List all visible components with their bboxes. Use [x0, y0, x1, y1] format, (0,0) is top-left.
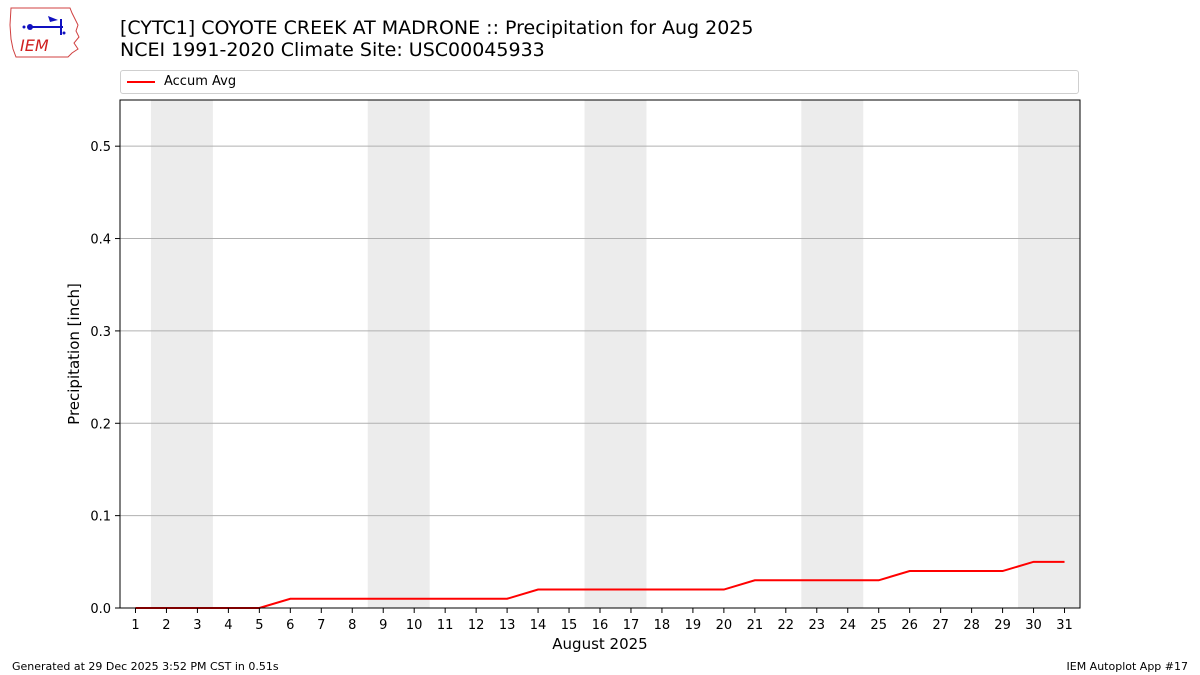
x-tick-label: 3 [193, 618, 201, 633]
weekend-shade [801, 100, 864, 608]
legend-swatch-accum-avg [127, 81, 155, 83]
x-tick-label: 7 [317, 618, 325, 633]
generated-timestamp: Generated at 29 Dec 2025 3:52 PM CST in … [12, 660, 279, 673]
x-tick-label: 29 [994, 618, 1011, 633]
x-tick-label: 14 [530, 618, 547, 633]
x-tick-label: 19 [685, 618, 702, 633]
y-axis-label: Precipitation [inch] [65, 283, 83, 425]
y-tick-label: 0.1 [90, 510, 111, 525]
x-tick-label: 24 [839, 618, 856, 633]
x-tick-label: 26 [901, 618, 918, 633]
y-tick-label: 0.4 [90, 233, 111, 248]
x-tick-label: 9 [379, 618, 387, 633]
x-tick-label: 13 [499, 618, 516, 633]
x-tick-label: 6 [286, 618, 294, 633]
x-tick-label: 8 [348, 618, 356, 633]
x-tick-label: 11 [437, 618, 454, 633]
x-tick-label: 21 [747, 618, 764, 633]
x-tick-label: 30 [1025, 618, 1042, 633]
logo-text: IEM [20, 36, 49, 55]
chart-title: [CYTC1] COYOTE CREEK AT MADRONE :: Preci… [120, 17, 754, 61]
series-line-accum-avg [135, 560, 1065, 609]
weekend-shade [1018, 100, 1080, 608]
x-tick-label: 20 [716, 618, 733, 633]
x-tick-label: 18 [654, 618, 671, 633]
x-tick-label: 5 [255, 618, 263, 633]
x-tick-label: 17 [623, 618, 640, 633]
y-tick-label: 0.3 [90, 325, 111, 340]
x-tick-label: 15 [561, 618, 578, 633]
y-tick-label: 0.0 [90, 602, 111, 617]
weekend-shade [584, 100, 647, 608]
legend: Accum Avg [120, 70, 1079, 94]
iem-logo: IEM [8, 5, 80, 63]
x-axis-label: August 2025 [552, 635, 647, 653]
x-tick-label: 23 [809, 618, 826, 633]
x-tick-label: 22 [778, 618, 795, 633]
legend-label-accum-avg: Accum Avg [164, 74, 237, 89]
x-tick-label: 16 [592, 618, 609, 633]
title-line-2: NCEI 1991-2020 Climate Site: USC00045933 [120, 39, 545, 61]
x-tick-label: 25 [870, 618, 887, 633]
app-id: IEM Autoplot App #17 [1066, 660, 1189, 673]
x-tick-label: 4 [224, 618, 232, 633]
weekend-shade [150, 100, 213, 608]
title-line-1: [CYTC1] COYOTE CREEK AT MADRONE :: Preci… [120, 17, 754, 39]
x-tick-label: 27 [932, 618, 949, 633]
x-tick-label: 1 [131, 618, 139, 633]
y-tick-label: 0.2 [90, 417, 111, 432]
x-tick-label: 10 [406, 618, 423, 633]
y-tick-label: 0.5 [90, 140, 111, 155]
weekend-shade [367, 100, 430, 608]
x-tick-label: 28 [963, 618, 980, 633]
x-tick-label: 12 [468, 618, 485, 633]
x-tick-label: 31 [1056, 618, 1073, 633]
x-tick-label: 2 [162, 618, 170, 633]
